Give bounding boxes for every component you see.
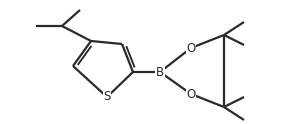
Text: O: O <box>186 42 196 55</box>
Text: S: S <box>103 91 111 104</box>
Text: B: B <box>156 65 164 78</box>
Text: O: O <box>186 88 196 100</box>
